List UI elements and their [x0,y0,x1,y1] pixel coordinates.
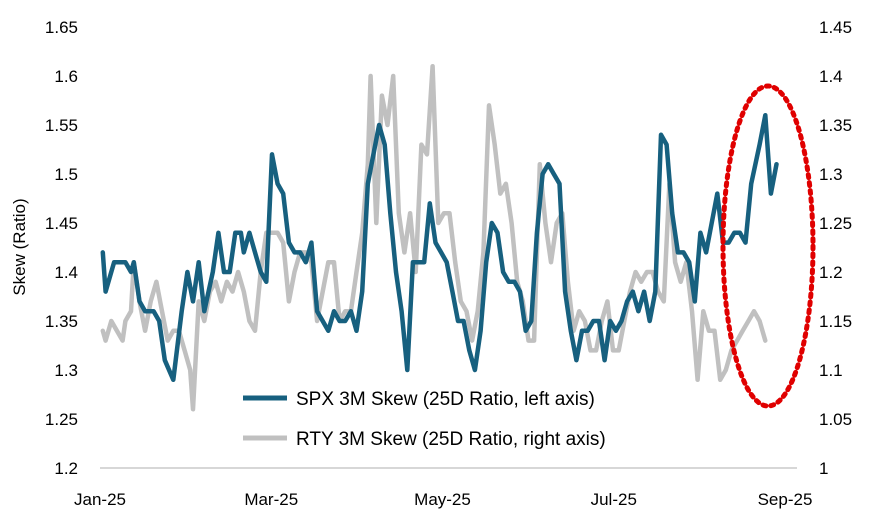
y-right-tick-label: 1.15 [819,312,852,331]
series-layer [100,63,779,412]
y-right-tick-label: 1.3 [819,165,843,184]
y-left-tick-label: 1.35 [45,312,78,331]
series-line-spx [100,112,779,383]
y-axis-title-left: Skew (Ratio) [10,198,29,295]
y-right-tick-label: 1.45 [819,18,852,37]
y-right-tick-label: 1 [819,459,828,478]
y-left-tick-label: 1.45 [45,214,78,233]
series-line-rty [100,63,768,412]
y-left-tick-label: 1.5 [54,165,78,184]
legend-label-rty: RTY 3M Skew (25D Ratio, right axis) [296,429,606,450]
x-tick-label: Mar-25 [244,490,298,509]
y-left-tick-label: 1.2 [54,459,78,478]
y-left-tick-label: 1.55 [45,116,78,135]
y-left-tick-label: 1.3 [54,361,78,380]
y-right-tick-label: 1.05 [819,410,852,429]
x-tick-label: Sep-25 [758,490,813,509]
y-right-tick-label: 1.4 [819,67,843,86]
highlight-ellipse [720,83,816,409]
y-right-tick-label: 1.35 [819,116,852,135]
y-right-tick-label: 1.25 [819,214,852,233]
y-left-tick-label: 1.65 [45,18,78,37]
legend-label-spx: SPX 3M Skew (25D Ratio, left axis) [296,389,595,410]
legend-background [208,380,658,458]
x-axis-ticks: Jan-25 Mar-25 May-25 Jul-25 Sep-25 [74,490,812,509]
chart-legend: SPX 3M Skew (25D Ratio, left axis) RTY 3… [208,380,658,458]
left-axis-ticks: 1.2 1.25 1.3 1.35 1.4 1.45 1.5 1.55 1.6 1.65 [45,18,78,478]
x-tick-label: Jan-25 [74,490,126,509]
x-tick-label: May-25 [414,490,471,509]
y-left-tick-label: 1.6 [54,67,78,86]
right-axis-ticks: 1 1.05 1.1 1.15 1.2 1.25 1.3 1.35 1.4 1.45 [819,18,852,478]
y-right-tick-label: 1.1 [819,361,843,380]
y-right-tick-label: 1.2 [819,263,843,282]
y-left-tick-label: 1.4 [54,263,78,282]
x-tick-label: Jul-25 [591,490,637,509]
y-left-tick-label: 1.25 [45,410,78,429]
